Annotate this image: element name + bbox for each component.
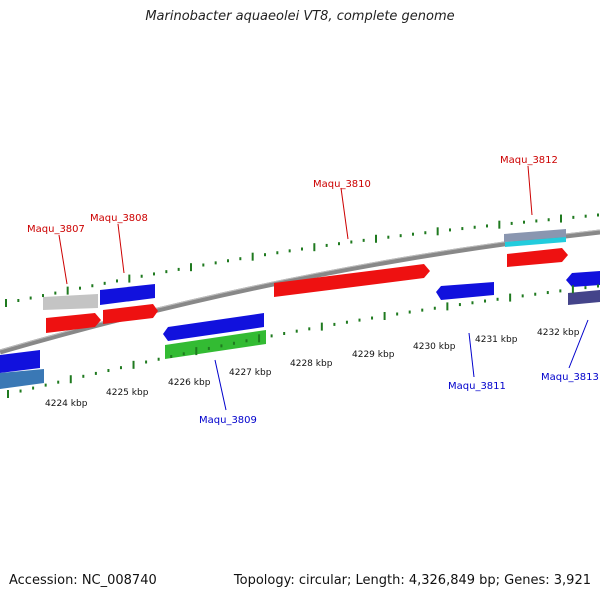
gene-feature[interactable] xyxy=(0,350,40,373)
genome-summary: Topology: circular; Length: 4,326,849 bp… xyxy=(233,573,591,588)
forward-ticks xyxy=(5,213,599,307)
gene-feature[interactable] xyxy=(100,284,155,305)
gene-feature[interactable] xyxy=(505,237,566,247)
tick-label: 4232 kbp xyxy=(537,328,580,338)
forward-gene-labels: Maqu_3807 Maqu_3808 Maqu_3810 Maqu_3812 xyxy=(27,155,558,285)
gene-feature[interactable] xyxy=(163,313,264,341)
gene-feature[interactable] xyxy=(507,248,568,267)
accession-label: Accession: NC_008740 xyxy=(9,573,157,588)
tick-label: 4230 kbp xyxy=(413,342,456,352)
tick-label: 4225 kbp xyxy=(106,388,149,398)
reverse-gene-labels: Maqu_3809 Maqu_3811 Maqu_3813 xyxy=(199,319,599,426)
gene-label[interactable]: Maqu_3809 xyxy=(199,415,257,426)
axis-labels: 4224 kbp 4225 kbp 4226 kbp 4227 kbp 4228… xyxy=(45,328,580,409)
gene-feature[interactable] xyxy=(103,304,158,324)
gene-feature[interactable] xyxy=(436,282,494,300)
forward-strand xyxy=(43,229,568,333)
reverse-strand xyxy=(0,271,600,389)
gene-feature[interactable] xyxy=(504,229,566,242)
gene-feature[interactable] xyxy=(274,264,430,297)
gene-feature[interactable] xyxy=(46,313,101,333)
tick-label: 4226 kbp xyxy=(168,378,211,388)
tick-label: 4227 kbp xyxy=(229,368,272,378)
reverse-ticks xyxy=(7,284,599,398)
gene-label[interactable]: Maqu_3810 xyxy=(313,179,371,190)
gene-label[interactable]: Maqu_3807 xyxy=(27,224,85,235)
gene-feature[interactable] xyxy=(568,290,600,305)
tick-label: 4224 kbp xyxy=(45,399,88,409)
gene-feature[interactable] xyxy=(0,369,44,389)
gene-feature[interactable] xyxy=(165,330,266,359)
tick-label: 4229 kbp xyxy=(352,350,395,360)
gene-feature[interactable] xyxy=(566,271,600,287)
tick-label: 4228 kbp xyxy=(290,359,333,369)
gene-feature[interactable] xyxy=(43,294,98,310)
tick-label: 4231 kbp xyxy=(475,335,518,345)
gene-label[interactable]: Maqu_3813 xyxy=(541,372,599,383)
gene-label[interactable]: Maqu_3811 xyxy=(448,381,506,392)
map-title: Marinobacter aquaeolei VT8, complete gen… xyxy=(145,9,455,24)
gene-label[interactable]: Maqu_3812 xyxy=(500,155,558,166)
gene-label[interactable]: Maqu_3808 xyxy=(90,213,148,224)
